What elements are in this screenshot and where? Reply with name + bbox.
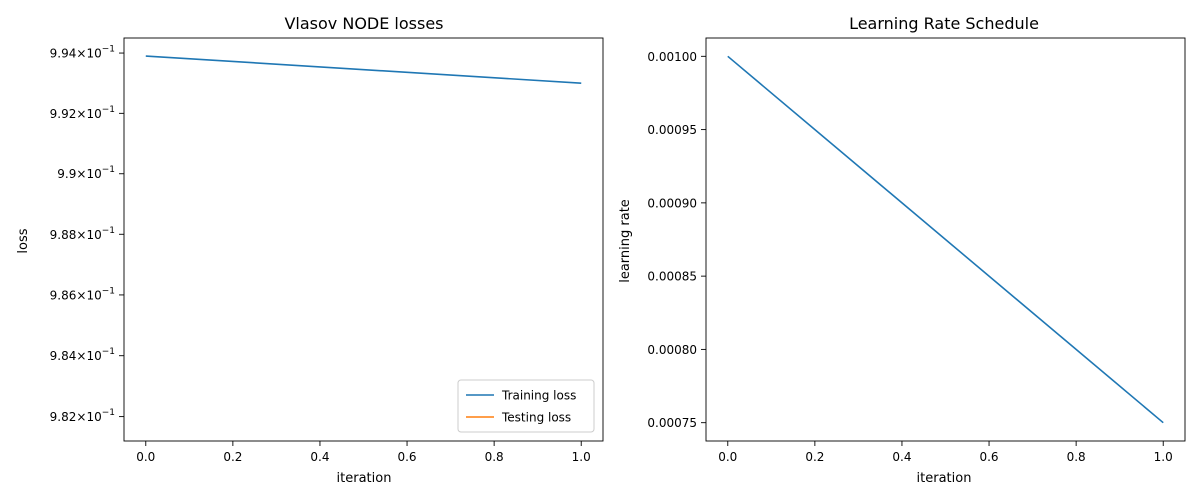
loss-chart-x-tick-label: 0.4 [310,450,329,464]
loss-chart-y-tick-base: ×10 [76,167,101,181]
learning-rate-chart-y-tick-label: 0.00095 [647,123,697,137]
loss-chart-y-tick-exponent: −1 [102,105,115,115]
loss-chart-y-tick-mantissa: 9.92 [50,107,77,121]
loss-chart-title: Vlasov NODE losses [284,14,443,33]
loss-chart-y-tick-exponent: −1 [102,347,115,357]
learning-rate-chart-x-tick-label: 0.0 [718,450,737,464]
loss-chart-y-tick-base: ×10 [76,288,101,302]
learning-rate-chart-x-tick-label: 0.6 [979,450,998,464]
loss-chart-legend-box [457,379,595,433]
loss-chart-x-axis-label: iteration [337,471,392,486]
loss-chart-y-tick-base: ×10 [76,47,101,61]
loss-chart-x-tick-label: 0.8 [485,450,504,464]
loss-chart-y-tick-mantissa: 9.9 [57,167,76,181]
loss-chart-panel: Vlasov NODE losses iteration loss 0.0 0.2… [16,14,604,486]
loss-chart-y-tick-mantissa: 9.84 [50,349,77,363]
loss-chart-y-tick-label: 9.92×10−1 [50,105,115,121]
loss-chart-y-tick-exponent: −1 [102,165,115,175]
loss-chart-legend: Training loss Testing loss [457,379,595,433]
learning-rate-chart-y-tick-label: 0.00090 [647,196,697,210]
learning-rate-chart-title: Learning Rate Schedule [849,14,1039,33]
loss-chart-y-tick-exponent: −1 [102,45,115,55]
learning-rate-chart-axes-frame [705,37,1186,442]
loss-chart-y-tick-mantissa: 9.82 [50,410,77,424]
learning-rate-chart-y-tick-label: 0.00100 [647,50,697,64]
loss-chart-y-tick-base: ×10 [76,228,101,242]
loss-chart-y-tick-base: ×10 [76,349,101,363]
loss-chart-legend-label: Training loss [501,389,576,403]
loss-chart-x-tick-label: 0.2 [223,450,242,464]
loss-chart-y-tick-label: 9.88×10−1 [50,226,115,242]
learning-rate-chart-x-tick-label: 0.4 [892,450,911,464]
loss-chart-y-tick-label: 9.94×10−1 [50,45,115,61]
loss-chart-y-tick-label: 9.9×10−1 [57,165,115,181]
loss-chart-y-tick-base: ×10 [76,107,101,121]
loss-chart-y-tick-label: 9.82×10−1 [50,408,115,424]
learning-rate-chart-panel: Learning Rate Schedule iteration learnin… [618,14,1186,486]
learning-rate-chart-y-tick-label: 0.00085 [647,270,697,284]
learning-rate-chart-x-tick-label: 1.0 [1154,450,1173,464]
learning-rate-chart-y-tick-label: 0.00080 [647,343,697,357]
learning-rate-chart-series-learning-rate-line [727,55,1164,424]
learning-rate-chart-x-tick-label: 0.2 [805,450,824,464]
loss-chart-x-tick-label: 1.0 [572,450,591,464]
loss-chart-x-tick-label: 0.0 [136,450,155,464]
loss-chart-y-tick-mantissa: 9.94 [50,47,77,61]
loss-chart-y-tick-mantissa: 9.88 [50,228,77,242]
loss-chart-series-training-loss-line [145,55,582,84]
learning-rate-chart-x-axis-label: iteration [917,471,972,486]
learning-rate-chart-y-axis-label: learning rate [618,199,633,283]
learning-rate-chart-x-tick-label: 0.8 [1067,450,1086,464]
loss-chart-y-axis-label: loss [16,228,31,253]
loss-chart-y-tick-label: 9.84×10−1 [50,347,115,363]
loss-chart-y-tick-exponent: −1 [102,408,115,418]
loss-chart-axes-frame [123,37,604,442]
learning-rate-chart-y-tick-label: 0.00075 [647,416,697,430]
loss-chart-legend-label: Testing loss [501,411,571,425]
loss-chart-y-tick-exponent: −1 [102,286,115,296]
loss-chart-y-tick-mantissa: 9.86 [50,288,77,302]
loss-chart-y-tick-exponent: −1 [102,226,115,236]
loss-chart-x-tick-label: 0.6 [397,450,416,464]
loss-chart-y-tick-base: ×10 [76,410,101,424]
loss-chart-y-tick-label: 9.86×10−1 [50,286,115,302]
